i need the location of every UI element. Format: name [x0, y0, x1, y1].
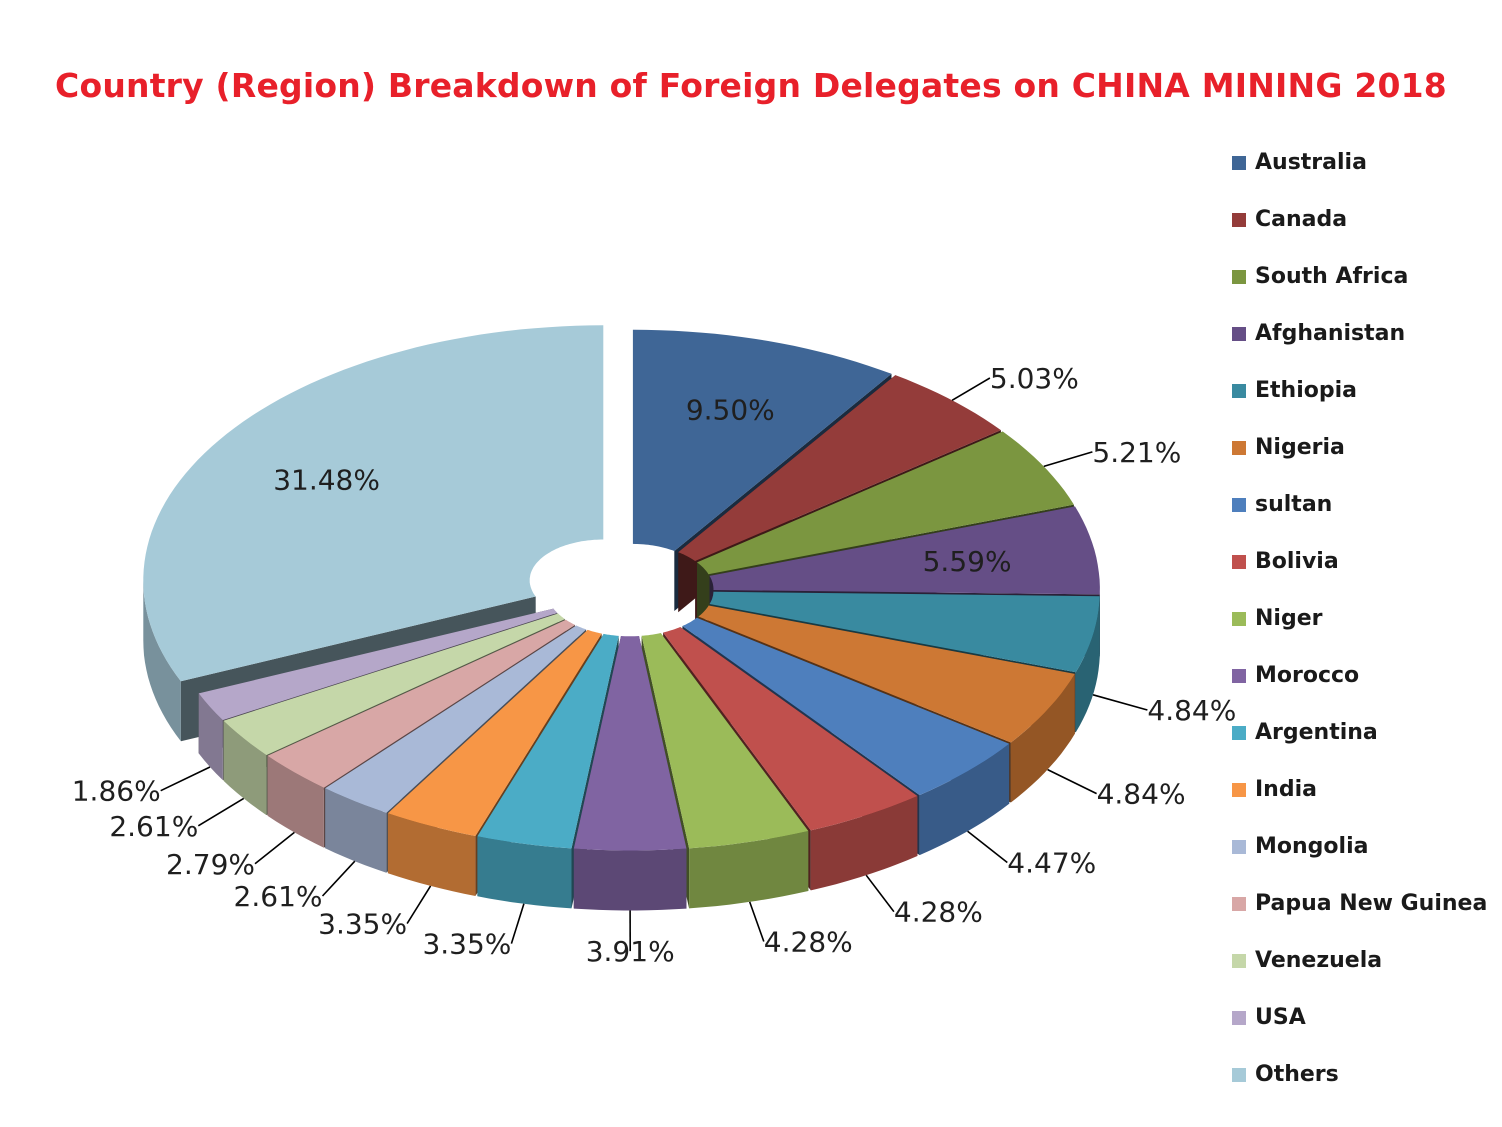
data-label-india: 3.35%: [318, 908, 407, 941]
legend-label: Afghanistan: [1255, 321, 1406, 346]
legend-item-nigeria: Nigeria: [1232, 433, 1502, 463]
data-label-mongolia: 2.61%: [234, 880, 323, 913]
leader-line-canada: [951, 377, 991, 401]
legend-label: Canada: [1255, 207, 1348, 232]
leader-line-usa: [160, 766, 211, 792]
legend-item-venezuela: Venezuela: [1232, 946, 1502, 976]
leader-line-ethiopia: [1092, 694, 1148, 711]
legend-item-argentina: Argentina: [1232, 718, 1502, 748]
legend-item-bolivia: Bolivia: [1232, 547, 1502, 577]
legend-swatch: [1232, 669, 1246, 683]
legend-swatch: [1232, 156, 1246, 170]
legend-label: USA: [1255, 1005, 1306, 1030]
legend-label: India: [1255, 777, 1317, 802]
leader-line-argentina: [510, 903, 525, 944]
legend-swatch: [1232, 783, 1246, 797]
legend-item-ethiopia: Ethiopia: [1232, 376, 1502, 406]
legend-item-mongolia: Mongolia: [1232, 832, 1502, 862]
legend-swatch: [1232, 213, 1246, 227]
data-label-argentina: 3.35%: [422, 928, 511, 961]
legend-swatch: [1232, 612, 1246, 626]
legend-item-india: India: [1232, 775, 1502, 805]
data-label-afghanistan: 5.59%: [923, 545, 1012, 578]
legend-label: Others: [1255, 1062, 1339, 1087]
legend-swatch: [1232, 954, 1246, 968]
data-label-papua-new-guinea: 2.79%: [166, 848, 255, 881]
leader-line-venezuela: [197, 797, 245, 827]
legend-label: Papua New Guinea: [1255, 891, 1488, 916]
data-label-niger: 4.28%: [764, 926, 853, 959]
legend-swatch: [1232, 441, 1246, 455]
leader-line-niger: [748, 901, 765, 942]
pie-slice-morocco: [573, 636, 687, 911]
legend-item-afghanistan: Afghanistan: [1232, 319, 1502, 349]
legend-label: sultan: [1255, 492, 1333, 517]
leader-line-papua-new-guinea: [254, 831, 295, 865]
data-label-venezuela: 2.61%: [109, 810, 198, 843]
data-label-nigeria: 4.84%: [1097, 778, 1186, 811]
leader-line-south-africa: [1043, 451, 1093, 468]
chart-title: Country (Region) Breakdown of Foreign De…: [55, 66, 1447, 105]
legend-item-australia: Australia: [1232, 148, 1502, 178]
legend-item-morocco: Morocco: [1232, 661, 1502, 691]
legend-swatch: [1232, 384, 1246, 398]
legend-item-sultan: sultan: [1232, 490, 1502, 520]
legend-label: Bolivia: [1255, 549, 1339, 574]
legend-label: South Africa: [1255, 264, 1409, 289]
legend-swatch: [1232, 270, 1246, 284]
legend-item-canada: Canada: [1232, 205, 1502, 235]
leader-line-india: [406, 885, 432, 925]
legend-label: Ethiopia: [1255, 378, 1357, 403]
leader-line-sultan: [967, 830, 1008, 864]
leader-line-bolivia: [865, 874, 895, 913]
legend-label: Mongolia: [1255, 834, 1369, 859]
legend-swatch: [1232, 498, 1246, 512]
legend-swatch: [1232, 1011, 1246, 1025]
data-label-bolivia: 4.28%: [894, 896, 983, 929]
data-label-usa: 1.86%: [72, 775, 161, 808]
leader-line-nigeria: [1047, 768, 1097, 795]
legend-swatch: [1232, 897, 1246, 911]
legend-label: Argentina: [1255, 720, 1378, 745]
legend-item-usa: USA: [1232, 1003, 1502, 1033]
data-label-australia: 9.50%: [686, 393, 775, 426]
data-label-south-africa: 5.21%: [1092, 436, 1181, 469]
legend-label: Australia: [1255, 150, 1367, 175]
legend-swatch: [1232, 1068, 1246, 1082]
legend-label: Niger: [1255, 606, 1323, 631]
leader-line-mongolia: [321, 860, 356, 897]
data-label-sultan: 4.47%: [1007, 847, 1096, 880]
legend-swatch: [1232, 327, 1246, 341]
legend-item-others: Others: [1232, 1060, 1502, 1090]
legend-label: Nigeria: [1255, 435, 1345, 460]
legend-swatch: [1232, 726, 1246, 740]
legend-item-papua-new-guinea: Papua New Guinea: [1232, 889, 1502, 919]
legend-label: Morocco: [1255, 663, 1360, 688]
data-label-ethiopia: 4.84%: [1147, 694, 1236, 727]
data-label-others: 31.48%: [273, 463, 380, 496]
data-label-canada: 5.03%: [990, 362, 1079, 395]
legend-swatch: [1232, 555, 1246, 569]
data-label-morocco: 3.91%: [586, 935, 675, 968]
legend-label: Venezuela: [1255, 948, 1383, 973]
legend-item-south-africa: South Africa: [1232, 262, 1502, 292]
legend-item-niger: Niger: [1232, 604, 1502, 634]
legend-swatch: [1232, 840, 1246, 854]
